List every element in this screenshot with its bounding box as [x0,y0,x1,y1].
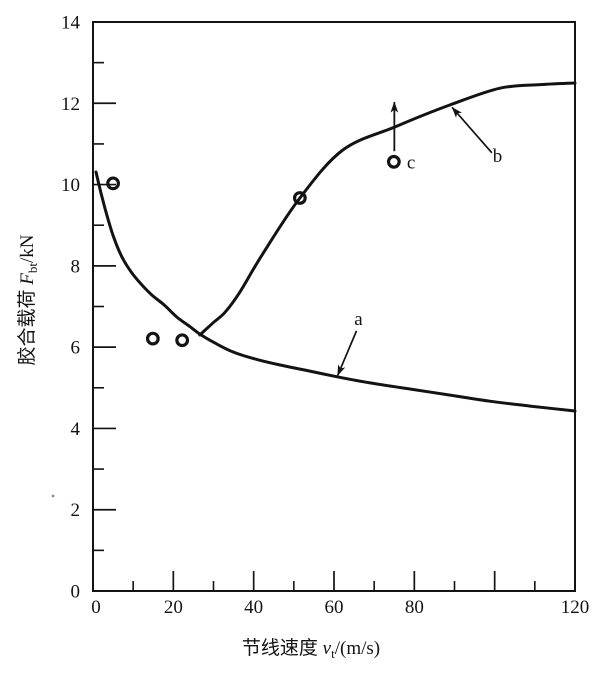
curve-a [94,170,577,413]
x-tick-label: 120 [561,597,590,618]
y-tick-label: 0 [71,582,81,603]
y-tick-label: 10 [61,175,80,196]
x-tick-label: 40 [244,597,263,618]
data-point-open-circle [145,331,160,346]
x-axis-title: 节线速度 vt/(m/s) [242,637,380,661]
data-point-open-circle [386,154,401,169]
annotation-arrow-a [336,330,358,377]
y-tick-label: 4 [71,419,81,440]
scan-speck [51,494,55,498]
y-tick-label: 6 [71,338,81,359]
y-tick-label: 14 [61,13,81,34]
annotation-label-a: a [354,309,363,330]
data-point-open-circle [106,176,120,191]
y-tick-label: 8 [71,256,81,277]
y-tick-label: 2 [71,500,81,521]
x-tick-label: 20 [164,597,183,618]
y-axis-title: 胶合载荷 Fbt/kN [16,234,40,365]
annotation-arrow-b [451,106,493,154]
curve-b [198,81,577,337]
x-tick-label: 80 [405,597,424,618]
data-point-open-circle [292,191,307,205]
annotation-label-c: c [407,153,415,174]
annotation-label-b: b [493,146,503,167]
x-tick-label: 60 [325,597,344,618]
y-tick-label: 12 [61,94,80,115]
x-tick-label: 0 [91,597,101,618]
data-point-open-circle [175,333,190,348]
